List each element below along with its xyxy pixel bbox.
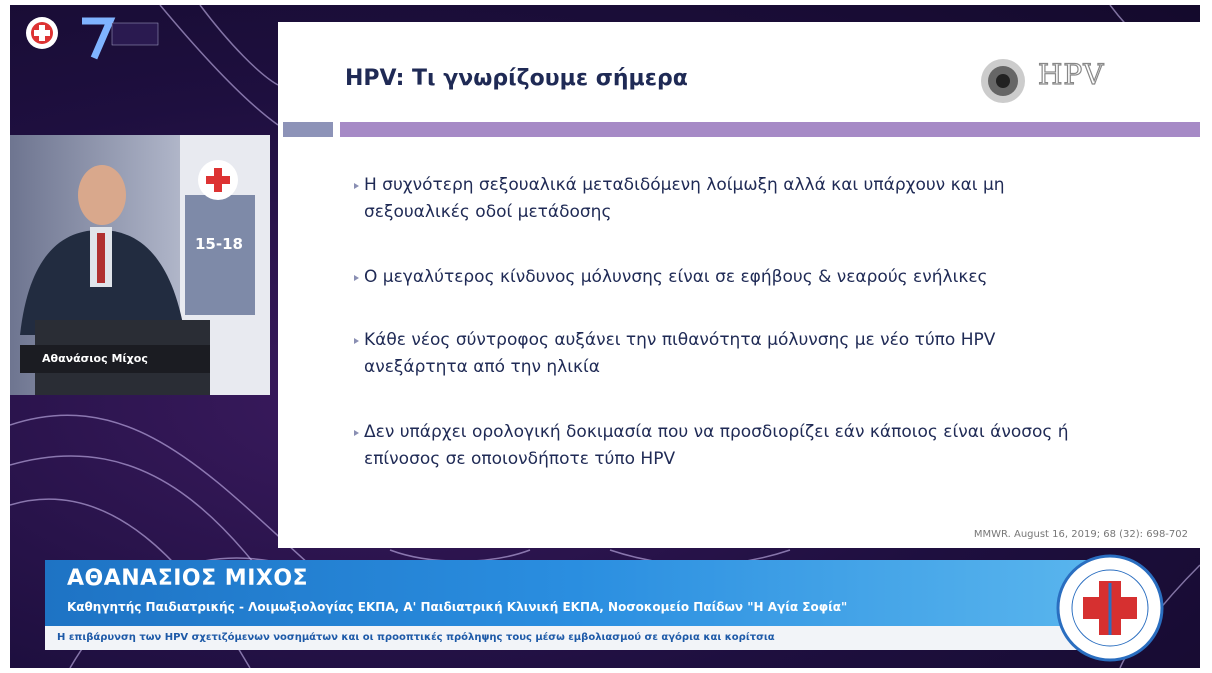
bullet: Ο μεγαλύτερος κίνδυνος μόλυνσης είναι σε… <box>364 264 1104 291</box>
hpv-logo-text: HPV <box>1038 58 1104 91</box>
speaker-affiliation: Καθηγητής Παιδιατρικής - Λοιμωξιολογίας … <box>67 600 847 614</box>
bullet: Δεν υπάρχει ορολογική δοκιμασία που να π… <box>364 419 1104 473</box>
speaker-video: 15-18 Αθανάσιος Μίχος <box>10 135 270 395</box>
title-bar <box>340 122 1200 137</box>
talk-title: Η επιβάρυνση των HPV σχετιζόμενων νοσημά… <box>57 632 775 643</box>
event-logo <box>22 13 162 63</box>
slide: HPV: Τι γνωρίζουμε σήμερα HPV Η συχνότερ… <box>278 22 1200 548</box>
speaker-name: ΑΘΑΝΑΣΙΟΣ ΜΙΧΟΣ <box>67 566 308 591</box>
speaker-caption: Αθανάσιος Μίχος <box>42 352 148 365</box>
bullet: Κάθε νέος σύντροφος αυξάνει την πιθανότη… <box>364 327 1104 381</box>
slide-title: HPV: Τι γνωρίζουμε σήμερα <box>345 66 688 91</box>
video-frame: HPV: Τι γνωρίζουμε σήμερα HPV Η συχνότερ… <box>10 5 1200 668</box>
citation: MMWR. August 16, 2019; 68 (32): 698-702 <box>974 529 1188 540</box>
society-logo <box>1055 553 1165 663</box>
title-bar-accent <box>283 122 333 137</box>
banner-dates: 15-18 <box>195 235 243 253</box>
bullet: Η συχνότερη σεξουαλικά μεταδιδόμενη λοίμ… <box>364 172 1104 226</box>
page: HPV: Τι γνωρίζουμε σήμερα HPV Η συχνότερ… <box>0 0 1212 673</box>
lower-third: ΑΘΑΝΑΣΙΟΣ ΜΙΧΟΣ Καθηγητής Παιδιατρικής -… <box>45 560 1105 650</box>
talk-bar: Η επιβάρυνση των HPV σχετιζόμενων νοσημά… <box>45 626 1105 650</box>
